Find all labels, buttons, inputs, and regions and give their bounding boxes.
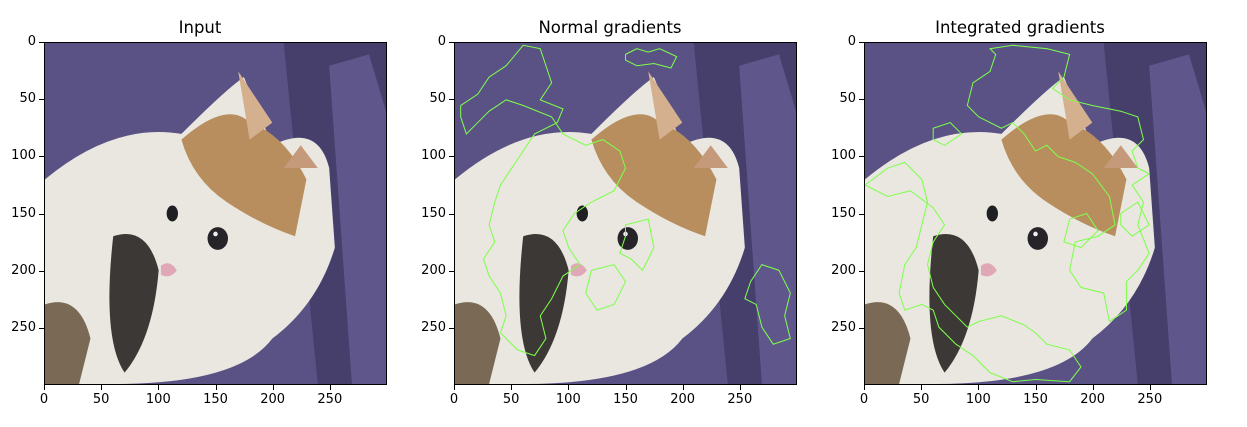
x-tick-label: 0	[449, 392, 459, 407]
x-tick-label: 0	[859, 392, 869, 407]
x-tick-mark	[568, 385, 570, 390]
y-tick-label: 150	[421, 205, 446, 221]
y-tick-label: 200	[421, 262, 446, 278]
x-tick-mark	[682, 385, 684, 390]
x-tick-mark	[215, 385, 217, 390]
kitten-image	[45, 43, 386, 384]
x-tick-mark	[864, 385, 865, 390]
x-tick-mark	[272, 385, 274, 390]
y-tick-mark	[859, 270, 864, 272]
y-tick-label: 100	[421, 148, 446, 164]
x-tick-mark	[1035, 385, 1037, 390]
x-tick-label: 0	[39, 392, 49, 407]
x-tick-mark	[101, 385, 103, 390]
y-tick-mark	[449, 156, 454, 158]
y-tick-mark	[449, 213, 454, 215]
y-tick-mark	[859, 213, 864, 215]
x-tick-mark	[625, 385, 627, 390]
panel-title: Integrated gradients	[935, 18, 1105, 37]
x-tick-mark	[329, 385, 331, 390]
y-tick-label: 250	[831, 319, 856, 335]
x-tick-label: 150	[1023, 392, 1048, 407]
x-tick-mark	[158, 385, 160, 390]
y-tick-mark	[859, 156, 864, 158]
y-tick-mark	[449, 270, 454, 272]
y-tick-label: 200	[11, 262, 36, 278]
x-tick-label: 50	[92, 392, 110, 407]
gradient-contours	[865, 44, 1151, 383]
x-tick-label: 250	[317, 392, 343, 407]
y-tick-mark	[39, 327, 44, 329]
x-tick-label: 100	[555, 392, 581, 407]
y-tick-mark	[39, 213, 44, 215]
y-tick-label: 250	[11, 319, 36, 335]
x-tick-label: 100	[145, 392, 171, 407]
x-tick-mark	[44, 385, 45, 390]
x-tick-label: 50	[502, 392, 520, 407]
kitten-image	[865, 43, 1206, 384]
y-tick-label: 150	[831, 205, 856, 221]
y-tick-label: 200	[831, 262, 856, 278]
y-tick-label: 100	[831, 148, 856, 164]
x-tick-mark	[978, 385, 980, 390]
y-tick-mark	[449, 42, 454, 43]
y-tick-label: 50	[429, 91, 446, 107]
y-tick-label: 0	[437, 34, 446, 49]
y-tick-label: 250	[421, 319, 446, 335]
x-tick-mark	[739, 385, 741, 390]
x-tick-label: 200	[260, 392, 286, 407]
gradient-contours	[460, 44, 791, 357]
x-tick-label: 200	[670, 392, 696, 407]
panel-normal-gradients: Normal gradients	[410, 0, 810, 427]
x-tick-label: 250	[727, 392, 753, 407]
y-tick-label: 0	[847, 34, 856, 49]
y-tick-mark	[859, 327, 864, 329]
panel-input: Input	[0, 0, 400, 427]
image-frame	[44, 42, 387, 385]
y-tick-mark	[449, 327, 454, 329]
panel-title: Input	[178, 18, 222, 37]
y-tick-label: 0	[27, 34, 36, 49]
x-tick-label: 250	[1137, 392, 1163, 407]
y-tick-mark	[449, 99, 454, 101]
x-tick-label: 100	[965, 392, 991, 407]
y-tick-label: 50	[839, 91, 856, 107]
x-tick-mark	[1092, 385, 1094, 390]
y-tick-label: 150	[11, 205, 36, 221]
x-tick-mark	[454, 385, 455, 390]
x-tick-mark	[511, 385, 513, 390]
y-tick-mark	[859, 42, 864, 43]
y-tick-mark	[39, 42, 44, 43]
y-tick-mark	[39, 156, 44, 158]
x-tick-label: 150	[203, 392, 228, 407]
x-tick-label: 200	[1080, 392, 1106, 407]
x-tick-mark	[921, 385, 923, 390]
y-tick-mark	[39, 270, 44, 272]
y-tick-mark	[859, 99, 864, 101]
y-tick-label: 100	[11, 148, 36, 164]
x-tick-label: 50	[912, 392, 930, 407]
panel-integrated-gradients: Integrated gradients	[820, 0, 1220, 427]
image-frame	[454, 42, 797, 385]
y-tick-label: 50	[19, 91, 36, 107]
kitten-image	[455, 43, 796, 384]
x-tick-mark	[1149, 385, 1151, 390]
panel-title: Normal gradients	[538, 18, 682, 37]
x-tick-label: 150	[613, 392, 638, 407]
y-tick-mark	[39, 99, 44, 101]
image-frame	[864, 42, 1207, 385]
